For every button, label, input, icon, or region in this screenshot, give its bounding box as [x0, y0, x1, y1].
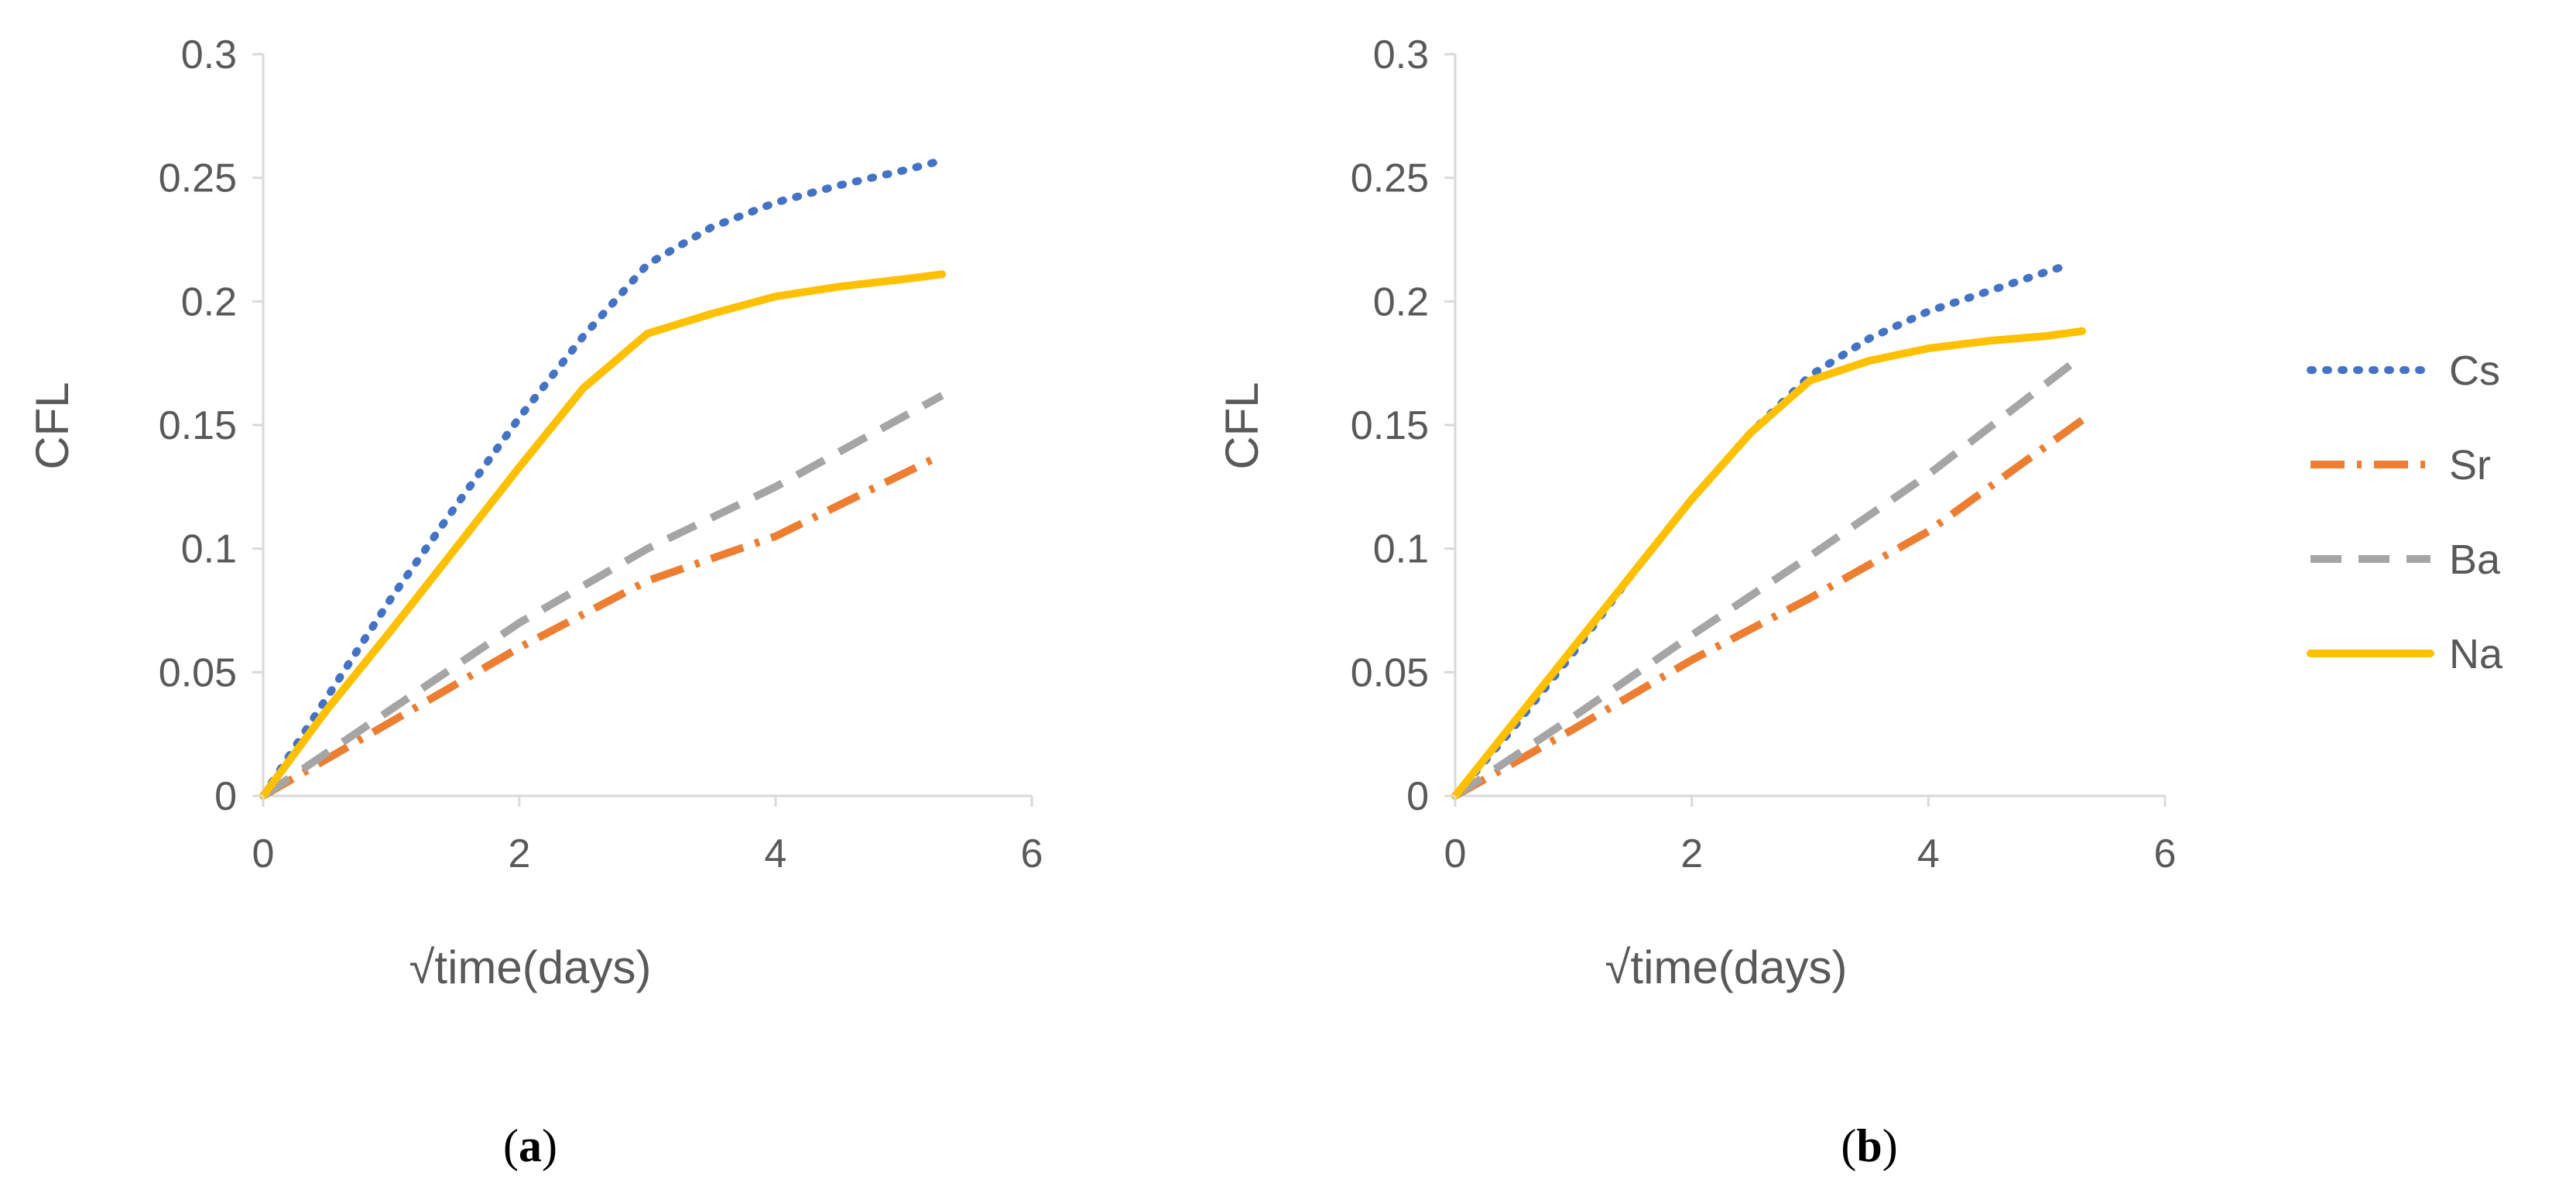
panel-b-label: (b) [1841, 1120, 1897, 1171]
panel-b-chart: 0 0.05 0.1 0.15 0.2 0.25 0.3 0 2 4 6 √time(days) C… [1216, 33, 2176, 1171]
panel-a-series-ba [261, 392, 944, 800]
legend-label-cs: Cs [2449, 348, 2500, 394]
panel-a-series-sr [261, 451, 944, 800]
legend-item-na: Na [2307, 631, 2503, 677]
panel-b-x-tick-label: 0 [1444, 831, 1467, 876]
panel-b-y-tick-label: 0.15 [1351, 403, 1429, 448]
legend-item-sr: Sr [2311, 442, 2491, 489]
panel-a-y-tick-label: 0.2 [181, 279, 237, 324]
panel-b-y-tick-label: 0.25 [1351, 156, 1429, 201]
legend: Cs Sr Ba Na [2307, 348, 2503, 677]
panel-a-x-tick-label: 2 [509, 831, 531, 876]
panel-b-y-tick-label: 0.3 [1373, 33, 1429, 77]
panel-a-series-cs [259, 156, 947, 800]
panel-b-axes [1454, 54, 2165, 797]
panel-a-chart: 0 0.05 0.1 0.15 0.2 0.25 0.3 0 2 4 6 √time(days) C… [26, 33, 1043, 1171]
panel-a-y-tick-label: 0.25 [159, 156, 237, 201]
panel-a-y-tick-label: 0.1 [181, 527, 237, 572]
panel-b-y-axis-title: CFL [1216, 382, 1268, 469]
panel-a-x-tick-label: 6 [1021, 831, 1043, 876]
panel-a-x-tick-label: 4 [765, 831, 787, 876]
panel-a-x-tick-label: 0 [252, 831, 275, 876]
legend-label-sr: Sr [2449, 442, 2491, 489]
panel-b-y-tick-label: 0.05 [1351, 650, 1429, 695]
panel-b-series [1451, 260, 2086, 800]
panel-a-series-na [259, 270, 947, 800]
legend-item-cs: Cs [2307, 348, 2500, 394]
panel-a-label-letter: a [519, 1120, 542, 1171]
panel-b-y-tick-label: 0.1 [1373, 527, 1429, 572]
panel-b-label-letter: b [1856, 1120, 1882, 1171]
legend-item-ba: Ba [2311, 537, 2501, 583]
panel-a-series [259, 156, 947, 800]
legend-label-na: Na [2449, 631, 2503, 677]
panel-b-ticks: 0 0.05 0.1 0.15 0.2 0.25 0.3 0 2 4 6 [1351, 33, 2177, 876]
panel-a-y-tick-label: 0.3 [181, 33, 237, 77]
panel-b-y-tick-label: 0.2 [1373, 279, 1429, 324]
panel-b-x-tick-label: 6 [2154, 831, 2177, 876]
panel-b-series-sr [1453, 417, 2084, 800]
panel-b-x-tick-label: 4 [1917, 831, 1940, 876]
panel-b-x-tick-label: 2 [1680, 831, 1703, 876]
panel-b-series-ba [1453, 352, 2085, 800]
panel-b-y-tick-label: 0 [1406, 774, 1429, 819]
panel-a-y-tick-label: 0.15 [159, 403, 237, 448]
panel-b-series-na [1451, 327, 2086, 800]
legend-label-ba: Ba [2449, 537, 2501, 583]
panel-a-y-tick-label: 0.05 [159, 650, 237, 695]
panel-a-ticks: 0 0.05 0.1 0.15 0.2 0.25 0.3 0 2 4 6 [159, 33, 1043, 876]
panel-a-y-tick-label: 0 [214, 774, 237, 819]
panel-a-x-axis-title: √time(days) [409, 941, 652, 993]
panel-a-label: (a) [503, 1120, 557, 1171]
panel-a-y-axis-title: CFL [26, 382, 78, 469]
panel-b-x-axis-title: √time(days) [1605, 941, 1848, 993]
